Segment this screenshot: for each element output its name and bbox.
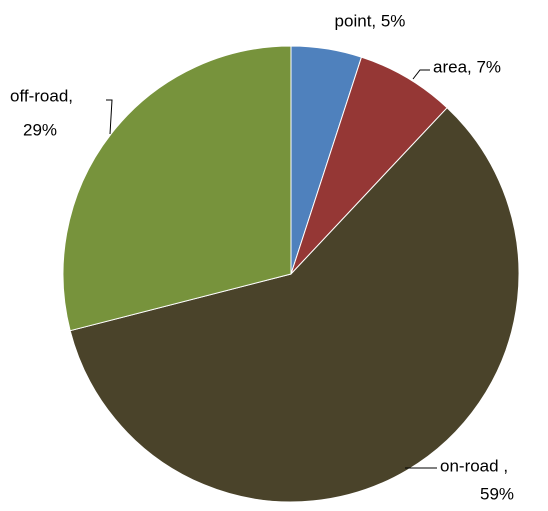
- pie-slice: [69, 107, 520, 503]
- leader-line: [412, 69, 430, 80]
- data-label: 59%: [480, 484, 514, 503]
- data-label: point, 5%: [335, 11, 406, 30]
- data-label: off-road,: [10, 86, 73, 105]
- data-label: on-road ,: [440, 456, 508, 475]
- data-label: area, 7%: [433, 57, 501, 76]
- leader-line: [106, 99, 113, 135]
- pie-slice: [62, 45, 292, 332]
- data-label: 29%: [23, 120, 57, 139]
